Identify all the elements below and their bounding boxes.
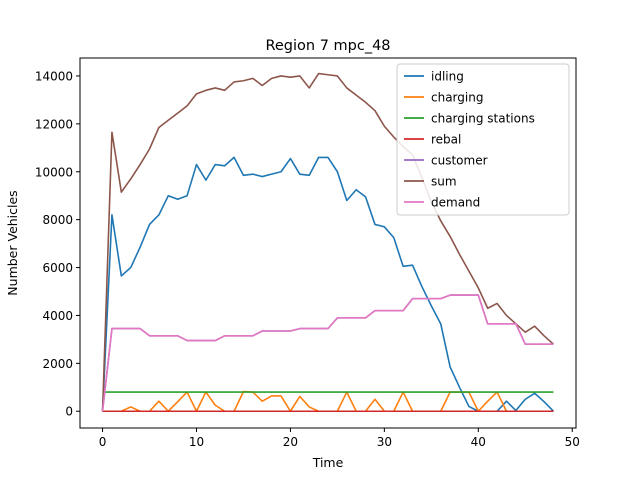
chart-title: Region 7 mpc_48 xyxy=(265,38,390,54)
x-tick-label: 20 xyxy=(283,435,298,449)
series-line-sum xyxy=(101,72,554,412)
y-tick-label: 12000 xyxy=(35,117,73,131)
legend-label-charging: charging xyxy=(431,91,483,105)
legend-label-rebal: rebal xyxy=(431,133,461,147)
x-tick-label: 40 xyxy=(471,435,486,449)
y-tick-label: 10000 xyxy=(35,165,73,179)
y-tick-label: 8000 xyxy=(42,213,73,227)
y-tick-label: 2000 xyxy=(42,357,73,371)
x-tick-label: 30 xyxy=(377,435,392,449)
y-axis: 0 2000 4000 6000 8000 10000 12000 14000 xyxy=(35,69,80,419)
y-axis-label: Number Vehicles xyxy=(5,190,20,295)
x-tick-label: 0 xyxy=(99,435,107,449)
legend-label-customer: customer xyxy=(431,154,488,168)
series-line-demand xyxy=(101,294,554,412)
plot-frame xyxy=(79,57,577,429)
x-axis-label: Time xyxy=(312,455,344,470)
y-tick-label: 6000 xyxy=(42,261,73,275)
y-tick-label: 14000 xyxy=(35,69,73,83)
y-tick-label: 0 xyxy=(65,405,73,419)
x-axis: 0 10 20 30 40 50 xyxy=(99,428,580,449)
legend-label-charging-stations: charging stations xyxy=(431,112,535,126)
x-tick-label: 50 xyxy=(565,435,580,449)
legend-label-sum: sum xyxy=(431,175,457,189)
legend-frame xyxy=(396,63,570,216)
plot-lines xyxy=(101,72,555,413)
legend-label-idling: idling xyxy=(431,70,464,84)
legend: idling charging charging stations rebal cust… xyxy=(396,63,570,216)
legend-label-demand: demand xyxy=(431,196,480,210)
x-tick-label: 10 xyxy=(189,435,204,449)
y-tick-label: 4000 xyxy=(42,309,73,323)
